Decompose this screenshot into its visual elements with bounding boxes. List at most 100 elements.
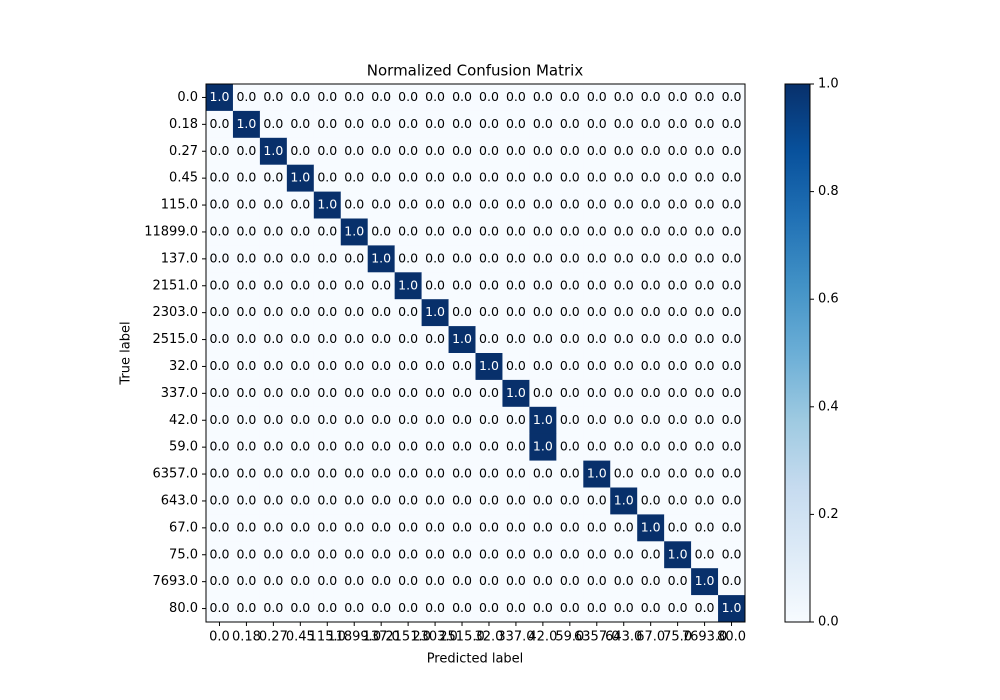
cell-label: 0.0 xyxy=(344,250,364,265)
cell-label: 0.0 xyxy=(371,223,391,238)
cell-label: 0.0 xyxy=(560,466,580,481)
cell-label: 0.0 xyxy=(668,223,688,238)
cell xyxy=(206,406,234,434)
cell-label: 0.0 xyxy=(425,277,445,292)
cell xyxy=(718,137,746,165)
cell-label: 0.0 xyxy=(398,170,418,185)
cell-label: 0.0 xyxy=(398,412,418,427)
cell-label: 0.0 xyxy=(587,492,607,507)
cell xyxy=(232,379,261,408)
cell-label: 0.0 xyxy=(587,412,607,427)
cell-label: 0.0 xyxy=(722,223,742,238)
cell-label: 0.0 xyxy=(263,89,283,104)
cell-label: 0.0 xyxy=(695,250,715,265)
cell xyxy=(448,595,476,623)
cell xyxy=(691,218,719,246)
cell-label: 0.0 xyxy=(614,197,634,212)
cell xyxy=(529,84,557,112)
cell-label: 0.0 xyxy=(317,358,337,373)
cell xyxy=(691,326,719,354)
cell-label: 0.0 xyxy=(398,250,418,265)
cell xyxy=(583,137,611,165)
cell-label: 0.0 xyxy=(722,385,742,400)
cell-label: 0.0 xyxy=(533,250,553,265)
cell-label: 0.0 xyxy=(479,546,499,561)
cell xyxy=(206,272,234,300)
cell xyxy=(259,487,288,515)
cell-label: 0.0 xyxy=(560,412,580,427)
cell-label: 0.0 xyxy=(722,466,742,481)
cell xyxy=(556,218,584,246)
cell xyxy=(394,299,422,327)
x-tick-label: 137.0 xyxy=(363,630,400,645)
cell-label: 0.0 xyxy=(506,197,526,212)
cell xyxy=(259,299,288,327)
x-tick-label: 80.0 xyxy=(717,630,746,645)
cell xyxy=(637,568,665,596)
cell-label: 0.0 xyxy=(344,116,364,131)
cell-label: 0.0 xyxy=(452,223,472,238)
cell-label: 0.0 xyxy=(560,250,580,265)
cell-label: 0.0 xyxy=(479,439,499,454)
colorbar-tick-label: 0.6 xyxy=(818,292,839,307)
cell xyxy=(502,568,530,596)
cell xyxy=(286,379,315,408)
cell-label: 0.0 xyxy=(344,600,364,615)
cell-label: 0.0 xyxy=(506,89,526,104)
cell-label: 0.0 xyxy=(641,358,661,373)
cell xyxy=(394,487,422,515)
cell-label: 0.0 xyxy=(290,304,310,319)
cell xyxy=(691,487,719,515)
cell-label: 0.0 xyxy=(587,116,607,131)
cell-label: 1.0 xyxy=(452,331,472,346)
cell xyxy=(637,272,665,300)
x-tick-label: 2151.0 xyxy=(385,630,431,645)
y-tick-label: 11899.0 xyxy=(144,224,198,239)
cell-label: 0.0 xyxy=(479,89,499,104)
cell xyxy=(556,191,584,219)
cell xyxy=(448,541,476,569)
cell-label: 0.0 xyxy=(371,600,391,615)
cell xyxy=(610,245,638,273)
cell xyxy=(502,353,530,381)
x-tick-label: 0.45 xyxy=(286,630,315,645)
y-tick-label: 0.27 xyxy=(169,144,198,159)
cell-label: 0.0 xyxy=(398,89,418,104)
cell xyxy=(448,110,476,139)
cell xyxy=(340,218,368,246)
cell xyxy=(259,191,288,219)
cell xyxy=(583,110,611,139)
cell-label: 0.0 xyxy=(371,492,391,507)
colorbar-tick-label: 1.0 xyxy=(818,77,839,92)
cell-label: 0.0 xyxy=(695,197,715,212)
cell xyxy=(286,218,315,246)
cell-label: 0.0 xyxy=(425,519,445,534)
cell xyxy=(475,245,503,273)
cell-label: 0.0 xyxy=(452,143,472,158)
cell xyxy=(313,218,342,246)
cell-label: 0.0 xyxy=(425,600,445,615)
cell xyxy=(502,487,530,515)
cell-label: 0.0 xyxy=(722,412,742,427)
cell-label: 0.0 xyxy=(263,600,283,615)
cell-label: 0.0 xyxy=(506,412,526,427)
cell xyxy=(691,84,719,112)
cell-label: 0.0 xyxy=(668,600,688,615)
cell-label: 0.0 xyxy=(263,331,283,346)
cell-label: 0.0 xyxy=(533,89,553,104)
cell xyxy=(286,137,315,165)
cell xyxy=(313,406,342,434)
cell xyxy=(502,326,530,354)
cell xyxy=(664,541,692,569)
cell-label: 0.0 xyxy=(722,250,742,265)
cell xyxy=(610,406,638,434)
cell-label: 0.0 xyxy=(722,170,742,185)
cell-label: 0.0 xyxy=(236,143,256,158)
cell xyxy=(232,137,261,165)
cell-label: 0.0 xyxy=(236,519,256,534)
cell xyxy=(718,568,746,596)
cell-label: 0.0 xyxy=(317,116,337,131)
cell-label: 0.0 xyxy=(614,439,634,454)
cell xyxy=(448,191,476,219)
cell-label: 0.0 xyxy=(263,546,283,561)
